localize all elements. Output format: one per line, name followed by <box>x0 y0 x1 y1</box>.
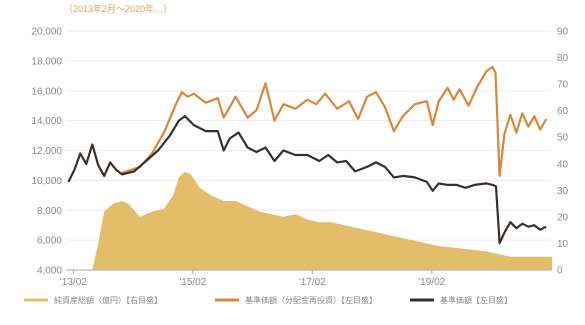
y-left-tick-label: 18,000 <box>31 56 62 67</box>
y-right-tick-label: 20 <box>557 212 569 223</box>
chart-header-text: （2013年2月〜2020年…） <box>64 3 172 14</box>
series-area-0 <box>68 171 553 270</box>
y-right-tick-label: 60 <box>557 106 569 117</box>
x-tick-label: '19/02 <box>418 277 445 288</box>
y-left-tick-label: 12,000 <box>31 146 62 157</box>
legend-label: 純資産総額（億円）【右目盛】 <box>54 295 162 305</box>
y-left-tick-label: 16,000 <box>31 86 62 97</box>
legend: 純資産総額（億円）【右目盛】 基準価額（分配金再投資）【左目盛】 基準価額【左目盛】 <box>24 295 512 305</box>
y-left-tick-label: 6,000 <box>37 236 62 247</box>
y-right-tick-label: 80 <box>557 53 569 64</box>
y-left-axis: 4,000 6,000 8,000 10,000 12,000 14,000 16,000 1… <box>31 27 62 277</box>
legend-label: 基準価額（分配金再投資）【左目盛】 <box>245 295 377 305</box>
x-axis: '13/02 '15/02 '17/02 '19/02 <box>60 270 446 288</box>
x-tick-label: '15/02 <box>179 277 206 288</box>
series-line-2 <box>67 115 547 245</box>
area-layer <box>68 171 553 270</box>
y-right-axis: 0 10 20 30 40 50 60 70 80 90 <box>557 27 569 277</box>
y-left-tick-label: 8,000 <box>37 206 62 217</box>
y-left-tick-label: 4,000 <box>37 266 62 277</box>
legend-label: 基準価額【左目盛】 <box>440 295 512 305</box>
y-left-tick-label: 20,000 <box>31 27 62 38</box>
y-right-tick-label: 90 <box>557 27 569 38</box>
y-right-tick-label: 40 <box>557 159 569 170</box>
y-right-tick-label: 0 <box>557 266 563 277</box>
series-line-1 <box>121 65 548 177</box>
x-tick-label: '17/02 <box>299 277 326 288</box>
y-right-tick-label: 70 <box>557 80 569 91</box>
x-tick-label: '13/02 <box>60 277 87 288</box>
y-left-tick-label: 10,000 <box>31 176 62 187</box>
y-right-tick-label: 10 <box>557 239 569 250</box>
y-right-tick-label: 30 <box>557 186 569 197</box>
line-layer <box>67 65 548 245</box>
y-left-tick-label: 14,000 <box>31 116 62 127</box>
y-right-tick-label: 50 <box>557 133 569 144</box>
